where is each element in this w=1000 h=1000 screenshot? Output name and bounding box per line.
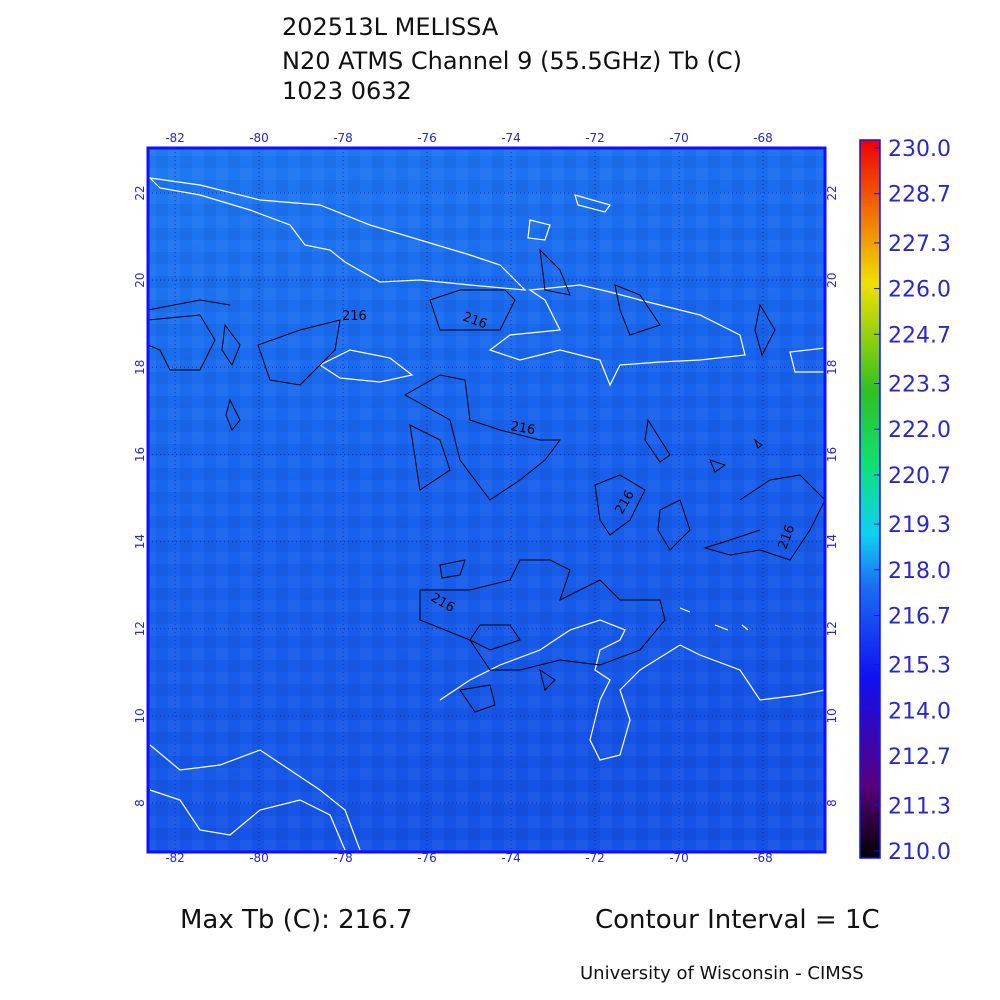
coast-jamaica bbox=[318, 349, 414, 383]
colorbar-tick-label: 227.3 bbox=[888, 232, 951, 257]
lon-tick-label: -74 bbox=[501, 851, 521, 865]
colorbar-tick-label: 214.0 bbox=[888, 699, 951, 724]
lat-tick-label: 18 bbox=[825, 360, 839, 375]
coast-cuba bbox=[148, 177, 527, 291]
colorbar-tick-label: 216.7 bbox=[888, 604, 951, 629]
lat-tick-label: 12 bbox=[825, 621, 839, 636]
colorbar-tick-label: 211.3 bbox=[888, 794, 951, 819]
contour bbox=[257, 319, 341, 386]
lat-tick-label: 12 bbox=[133, 621, 147, 636]
lon-tick-label: -68 bbox=[753, 851, 773, 865]
lon-tick-label: -68 bbox=[753, 131, 773, 145]
contour bbox=[429, 289, 516, 331]
contour bbox=[419, 559, 666, 671]
lat-tick-label: 10 bbox=[133, 708, 147, 723]
lon-tick-label: -70 bbox=[669, 131, 689, 145]
contour bbox=[594, 474, 646, 536]
lat-tick-label: 14 bbox=[133, 534, 147, 549]
colorbar-tick-label: 219.3 bbox=[888, 513, 951, 538]
lat-tick-label: 22 bbox=[133, 185, 147, 200]
coastlines bbox=[148, 177, 826, 851]
lon-tick-label: -72 bbox=[585, 131, 605, 145]
coast-hispaniola bbox=[488, 284, 746, 387]
colorbar-tick-label: 230.0 bbox=[888, 137, 951, 162]
lat-tick-label: 16 bbox=[133, 447, 147, 462]
lat-tick-label: 8 bbox=[825, 799, 839, 807]
contour bbox=[147, 299, 231, 311]
colorbar-tick-label: 218.0 bbox=[888, 559, 951, 584]
lon-tick-label: -78 bbox=[333, 131, 353, 145]
contour-interval: Contour Interval = 1C bbox=[595, 905, 880, 935]
contour bbox=[703, 474, 826, 561]
colorbar-tick-label: 220.7 bbox=[888, 464, 951, 489]
lon-tick-label: -76 bbox=[417, 131, 437, 145]
title-line: 1023 0632 bbox=[282, 77, 412, 105]
colorbar-tick-label: 222.0 bbox=[888, 418, 951, 443]
coast-south-america bbox=[439, 619, 826, 761]
lat-tick-label: 20 bbox=[825, 273, 839, 288]
map: 216 216 216 216 216 216 bbox=[146, 146, 827, 854]
contour-label: 216 bbox=[509, 419, 536, 438]
contour bbox=[469, 624, 521, 651]
credit: University of Wisconsin - CIMSS bbox=[580, 963, 864, 984]
contour bbox=[147, 314, 216, 371]
pixel-texture bbox=[148, 148, 825, 852]
max-tb: Max Tb (C): 216.7 bbox=[180, 905, 413, 935]
map-frame bbox=[146, 146, 827, 854]
lon-tick-label: -82 bbox=[165, 851, 185, 865]
coast-panama bbox=[149, 744, 361, 851]
lon-tick-label: -78 bbox=[333, 851, 353, 865]
contour bbox=[657, 499, 691, 551]
contour bbox=[221, 248, 776, 473]
colorbar-tick-label: 210.0 bbox=[888, 840, 951, 865]
lon-tick-label: -76 bbox=[417, 851, 437, 865]
lon-tick-label: -74 bbox=[501, 131, 521, 145]
colorbar: 230.0 228.7 227.3 226.0 224.7 223.3 222.0 220.7… bbox=[859, 137, 951, 865]
contour-label: 216 bbox=[342, 309, 367, 324]
lat-tick-label: 20 bbox=[133, 273, 147, 288]
contour bbox=[403, 374, 561, 501]
title-line: 202513L MELISSA bbox=[282, 13, 499, 41]
colorbar-tick-label: 228.7 bbox=[888, 183, 951, 208]
colorbar-ramp bbox=[859, 139, 881, 859]
contours bbox=[147, 248, 826, 713]
lat-tick-label: 8 bbox=[133, 799, 147, 807]
title-line: N20 ATMS Channel 9 (55.5GHz) Tb (C) bbox=[282, 47, 742, 75]
lat-tick-label: 22 bbox=[825, 185, 839, 200]
colorbar-tick-label: 223.3 bbox=[888, 373, 951, 398]
lon-tick-label: -82 bbox=[165, 131, 185, 145]
lon-tick-label: -70 bbox=[669, 851, 689, 865]
lon-tick-label: -80 bbox=[249, 131, 269, 145]
lat-tick-label: 18 bbox=[133, 360, 147, 375]
colorbar-tick-label: 215.3 bbox=[888, 654, 951, 679]
contour bbox=[409, 424, 451, 491]
colorbar-tick-label: 224.7 bbox=[888, 323, 951, 348]
lat-tick-label: 10 bbox=[825, 708, 839, 723]
lat-tick-label: 16 bbox=[825, 447, 839, 462]
lat-tick-label: 14 bbox=[825, 534, 839, 549]
coast-islands bbox=[527, 194, 749, 631]
contour bbox=[439, 559, 556, 713]
colorbar-tick-label: 212.7 bbox=[888, 745, 951, 770]
lon-tick-label: -72 bbox=[585, 851, 605, 865]
lon-tick-label: -80 bbox=[249, 851, 269, 865]
colorbar-tick-label: 226.0 bbox=[888, 278, 951, 303]
